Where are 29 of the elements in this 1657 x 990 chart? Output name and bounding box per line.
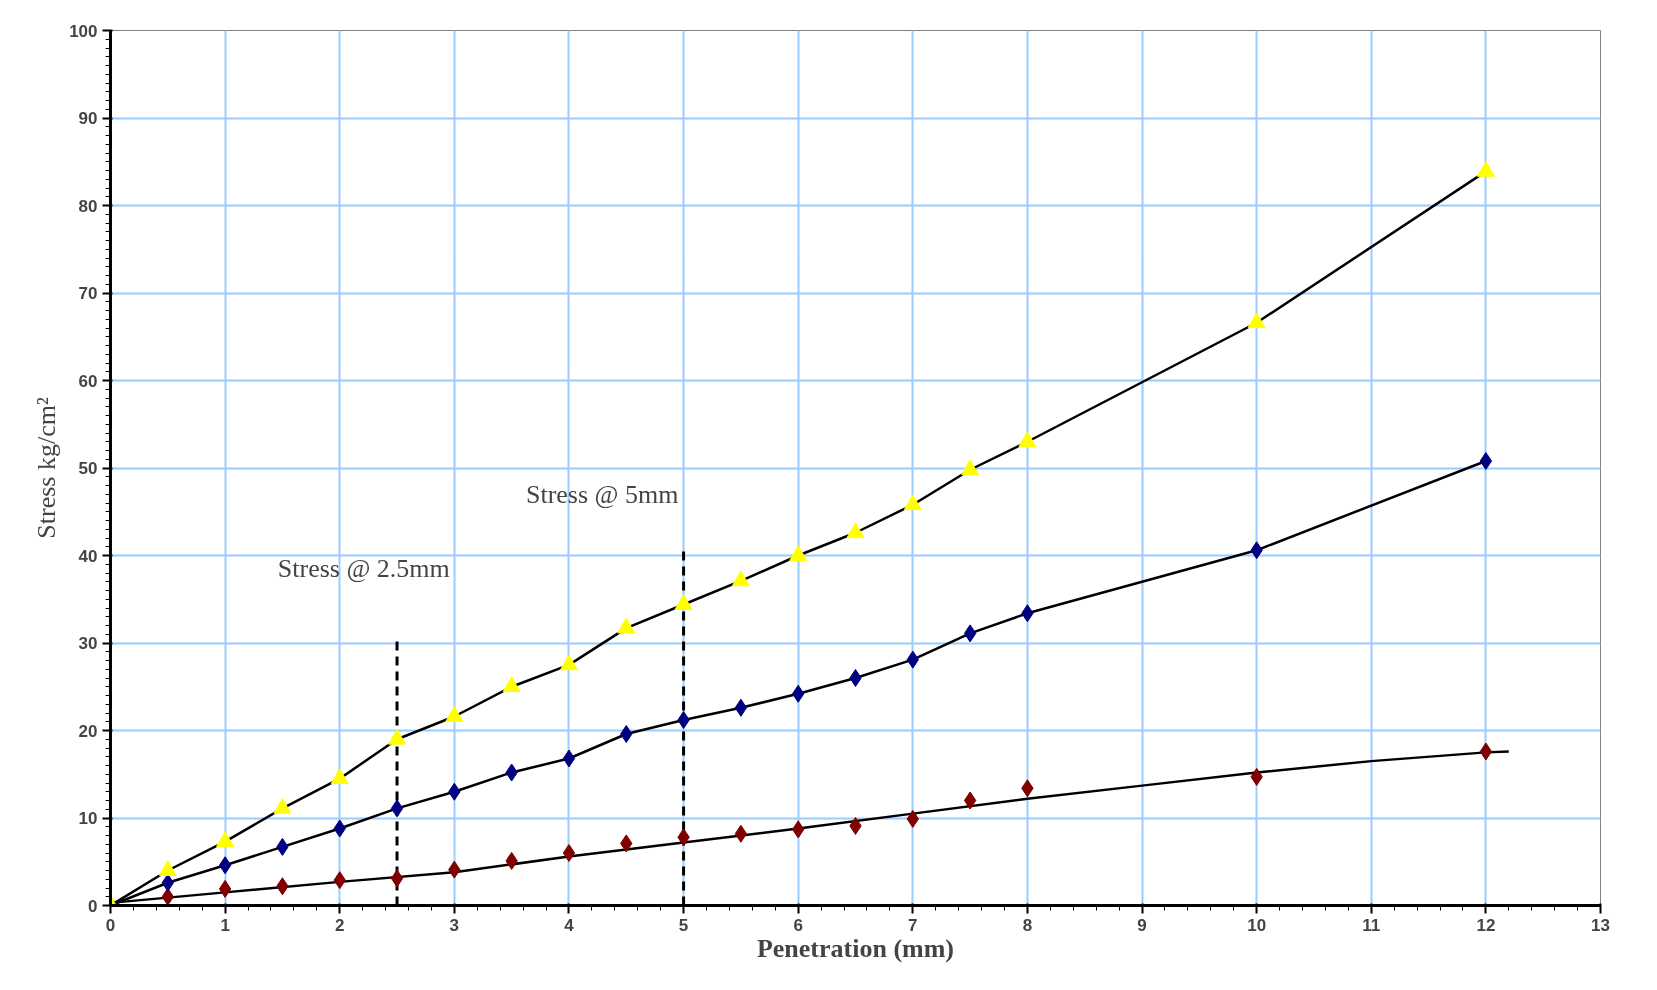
y-axis-title: Stress kg/cm² [32, 397, 62, 539]
y-tick-label: 0 [88, 896, 98, 916]
x-tick-label: 12 [1476, 915, 1496, 935]
x-tick-label: 2 [335, 915, 345, 935]
x-axis-title: Penetration (mm) [756, 933, 955, 963]
annotation: Stress @ 2.5mm [277, 554, 450, 584]
x-tick-label: 4 [564, 915, 575, 935]
y-tick-label: 70 [78, 284, 98, 303]
x-tick-label: 6 [793, 915, 803, 935]
y-tick-label: 60 [78, 371, 98, 391]
x-tick-label: 9 [1137, 915, 1147, 935]
y-tick-label: 10 [78, 809, 98, 828]
x-tick-label: 5 [678, 915, 689, 935]
x-tick-label: 8 [1022, 915, 1033, 935]
y-tick-label: 50 [78, 459, 98, 478]
y-tick-label: 40 [78, 546, 98, 566]
x-tick-label: 7 [908, 915, 918, 935]
y-tick-label: 80 [78, 196, 98, 216]
annotation: Stress @ 5mm [525, 479, 679, 509]
x-tick-label: 10 [1247, 915, 1267, 935]
x-tick-label: 11 [1362, 915, 1381, 935]
x-tick-label: 13 [1591, 915, 1610, 935]
y-tick-label: 90 [78, 109, 98, 128]
x-tick-label: 3 [449, 915, 460, 935]
y-tick-label: 30 [78, 634, 98, 653]
y-tick-label: 20 [78, 721, 98, 741]
x-tick-label: 1 [220, 915, 230, 935]
x-tick-label: 0 [105, 915, 116, 935]
y-tick-label: 100 [69, 21, 98, 41]
